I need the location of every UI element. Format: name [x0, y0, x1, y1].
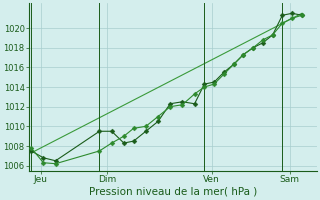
X-axis label: Pression niveau de la mer( hPa ): Pression niveau de la mer( hPa )	[89, 187, 257, 197]
